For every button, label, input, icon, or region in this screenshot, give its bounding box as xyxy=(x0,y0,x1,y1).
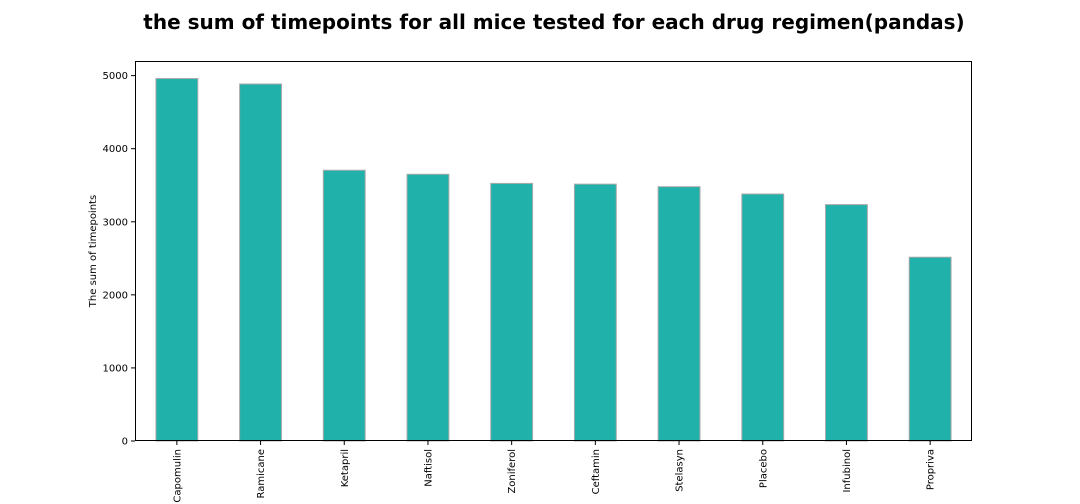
bar-stelasyn xyxy=(657,186,701,442)
x-tick-label: Stelasyn xyxy=(675,449,686,492)
x-tick-label: Placebo xyxy=(758,449,769,488)
y-tick-label: 5000 xyxy=(103,71,128,82)
y-tick-label: 1000 xyxy=(103,363,128,374)
y-axis: 0 1000 2000 3000 4000 5000 xyxy=(103,71,135,448)
bar-propriva xyxy=(908,256,952,442)
plot-frame xyxy=(135,61,972,441)
x-tick-label: Ramicane xyxy=(256,449,267,499)
x-tick-label: Zoniferol xyxy=(507,449,518,494)
bar-placebo xyxy=(741,193,785,442)
y-axis-label: The sum of timepoints xyxy=(88,195,99,308)
x-tick-label: Capomulin xyxy=(172,449,183,503)
bar-naftisol xyxy=(406,173,450,442)
bar-ketapril xyxy=(322,169,366,442)
y-tick-label: 2000 xyxy=(103,290,128,301)
bar-zoniferol xyxy=(490,182,534,442)
x-tick-label: Infubinol xyxy=(842,449,853,493)
chart-title: the sum of timepoints for all mice teste… xyxy=(143,10,965,34)
bar-capomulin xyxy=(155,78,199,442)
y-tick-label: 3000 xyxy=(103,217,128,228)
x-axis: Capomulin Ramicane Ketapril Naftisol Zonifer… xyxy=(172,441,937,503)
x-tick-label: Propriva xyxy=(926,449,937,490)
x-tick-label: Ketapril xyxy=(340,449,351,487)
bars-group xyxy=(155,78,952,442)
x-tick-label: Naftisol xyxy=(423,449,434,487)
bar-ceftamin xyxy=(573,183,617,442)
y-tick-label: 0 xyxy=(122,437,128,448)
x-tick-label: Ceftamin xyxy=(591,449,602,494)
y-tick-label: 4000 xyxy=(103,144,128,155)
bar-ramicane xyxy=(239,83,282,442)
bar-infubinol xyxy=(825,204,868,442)
